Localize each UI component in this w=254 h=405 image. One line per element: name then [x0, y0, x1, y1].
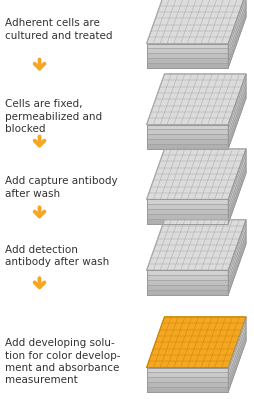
Polygon shape — [227, 94, 245, 149]
Polygon shape — [146, 290, 227, 295]
Polygon shape — [227, 8, 245, 63]
Polygon shape — [227, 0, 245, 48]
Polygon shape — [227, 331, 245, 387]
Polygon shape — [146, 53, 227, 58]
Polygon shape — [146, 43, 227, 48]
Polygon shape — [146, 377, 227, 382]
Polygon shape — [146, 48, 227, 53]
Polygon shape — [146, 139, 227, 144]
Polygon shape — [227, 336, 245, 392]
Polygon shape — [146, 368, 227, 373]
Polygon shape — [227, 12, 245, 68]
Polygon shape — [146, 144, 227, 149]
Polygon shape — [227, 0, 245, 53]
Polygon shape — [146, 204, 227, 209]
Polygon shape — [227, 149, 245, 204]
Polygon shape — [146, 387, 227, 392]
Polygon shape — [227, 322, 245, 377]
Polygon shape — [227, 224, 245, 280]
Polygon shape — [146, 382, 227, 387]
Polygon shape — [227, 74, 245, 130]
Polygon shape — [227, 163, 245, 219]
Polygon shape — [146, 125, 227, 130]
Polygon shape — [227, 2, 245, 58]
Polygon shape — [227, 230, 245, 285]
Polygon shape — [227, 234, 245, 290]
Polygon shape — [146, 275, 227, 280]
Polygon shape — [227, 220, 245, 275]
Polygon shape — [227, 89, 245, 144]
Polygon shape — [146, 220, 245, 271]
Polygon shape — [146, 74, 245, 125]
Text: Adherent cells are
cultured and treated: Adherent cells are cultured and treated — [5, 18, 112, 40]
Polygon shape — [146, 199, 227, 204]
Polygon shape — [146, 63, 227, 68]
Polygon shape — [227, 168, 245, 224]
Polygon shape — [146, 280, 227, 285]
Polygon shape — [146, 130, 227, 134]
Text: Cells are fixed,
permeabilized and
blocked: Cells are fixed, permeabilized and block… — [5, 99, 102, 134]
Text: Add detection
antibody after wash: Add detection antibody after wash — [5, 245, 109, 267]
Polygon shape — [146, 373, 227, 377]
Polygon shape — [227, 158, 245, 214]
Polygon shape — [146, 209, 227, 214]
Polygon shape — [146, 285, 227, 290]
Polygon shape — [227, 153, 245, 209]
Polygon shape — [146, 134, 227, 139]
Text: Add developing solu-
tion for color develop-
ment and absorbance
measurement: Add developing solu- tion for color deve… — [5, 338, 120, 386]
Polygon shape — [146, 271, 227, 275]
Polygon shape — [227, 79, 245, 134]
Text: Add capture antibody
after wash: Add capture antibody after wash — [5, 176, 117, 198]
Polygon shape — [146, 214, 227, 219]
Polygon shape — [146, 219, 227, 224]
Polygon shape — [146, 317, 245, 368]
Polygon shape — [227, 84, 245, 139]
Polygon shape — [227, 239, 245, 295]
Polygon shape — [146, 149, 245, 199]
Polygon shape — [227, 326, 245, 382]
Polygon shape — [146, 0, 245, 43]
Polygon shape — [146, 58, 227, 63]
Polygon shape — [227, 317, 245, 373]
